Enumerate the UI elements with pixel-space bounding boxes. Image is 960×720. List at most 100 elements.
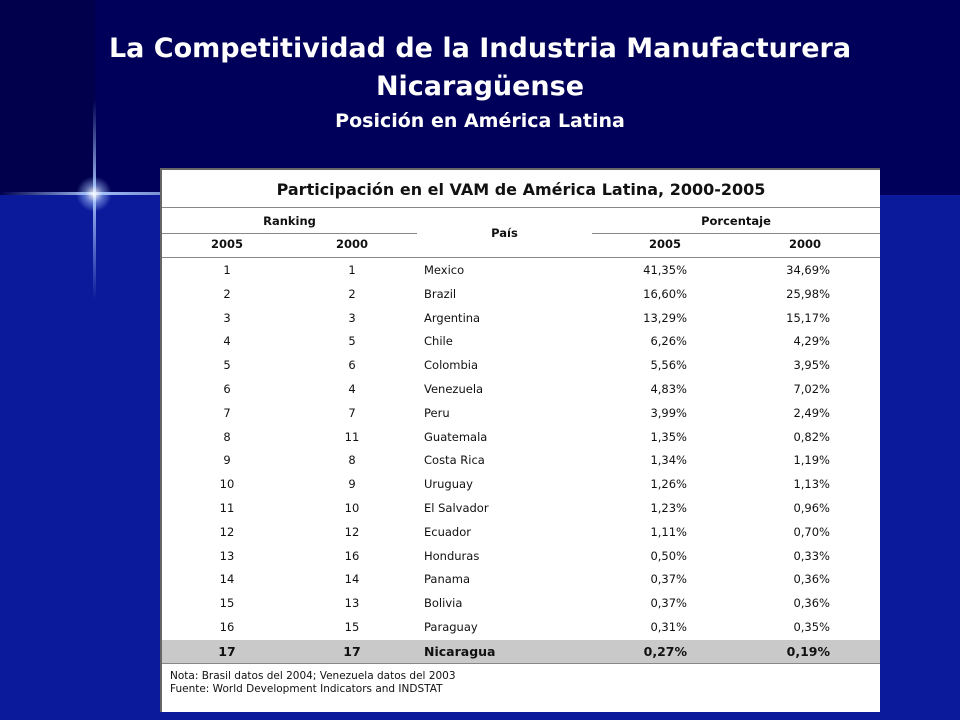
rank-2000-cell: 3 xyxy=(348,310,356,325)
pct-2005-cell: 1,35% xyxy=(650,429,687,444)
pct-2005-cell: 1,26% xyxy=(650,477,687,492)
rule-porcentaje xyxy=(592,233,880,234)
rank-2000-cell: 10 xyxy=(344,501,360,515)
country-cell: Brazil xyxy=(424,286,457,301)
pct-2005-cell: 1,23% xyxy=(650,501,687,515)
pct-2005-cell: 13,29% xyxy=(643,310,687,325)
rank-2005-cell: 9 xyxy=(223,453,231,468)
header-pais: País xyxy=(491,226,518,240)
pct-2000-cell: 0,36% xyxy=(793,572,830,587)
rank-2005-cell: 16 xyxy=(219,620,235,634)
pct-2000-cell: 15,17% xyxy=(786,310,830,325)
rank-2000-cell: 1 xyxy=(348,263,356,277)
rank-2005-cell: 7 xyxy=(223,405,231,420)
country-cell: El Salvador xyxy=(424,501,489,515)
rank-2005-cell: 2 xyxy=(223,286,231,301)
rank-2000-cell: 5 xyxy=(348,334,356,349)
header-ranking: Ranking xyxy=(263,214,316,228)
rank-2005-cell: 11 xyxy=(219,501,235,515)
pct-2005-cell: 4,83% xyxy=(650,382,687,396)
pct-2000-cell: 0,36% xyxy=(793,596,830,611)
rank-2000-cell: 11 xyxy=(344,429,360,444)
pct-2000-cell: 0,70% xyxy=(793,524,830,539)
pct-2005-cell: 41,35% xyxy=(643,263,687,277)
country-cell: Panama xyxy=(424,572,471,587)
pct-2000-cell: 1,13% xyxy=(793,477,830,492)
pct-2000-cell: 25,98% xyxy=(786,286,830,301)
pct-2000-cell: 0,33% xyxy=(793,548,830,563)
rank-2000-cell: 15 xyxy=(344,620,360,634)
rank-2000-cell: 14 xyxy=(344,572,360,587)
pct-2000-cell: 4,29% xyxy=(793,334,830,349)
table-row: 7 7 Peru 3,99% 2,49% xyxy=(162,402,880,426)
pct-2005-cell: 3,99% xyxy=(650,405,687,420)
pct-2000-cell: 7,02% xyxy=(793,382,830,396)
table-notes: Nota: Brasil datos del 2004; Venezuela d… xyxy=(170,670,456,696)
pct-2000-cell: 0,19% xyxy=(786,643,830,659)
rank-2000-cell: 6 xyxy=(348,358,356,373)
rule-top xyxy=(162,207,880,208)
rank-2005-cell: 6 xyxy=(223,382,231,396)
pct-2005-cell: 5,56% xyxy=(650,358,687,373)
country-cell: Ecuador xyxy=(424,524,471,539)
rank-2000-cell: 12 xyxy=(344,524,360,539)
table-note: Nota: Brasil datos del 2004; Venezuela d… xyxy=(170,670,456,682)
country-cell: Chile xyxy=(424,334,453,349)
table-row: 14 14 Panama 0,37% 0,36% xyxy=(162,568,880,592)
country-cell: Venezuela xyxy=(424,382,484,396)
table-row: 13 16 Honduras 0,50% 0,33% xyxy=(162,545,880,569)
header-porcentaje: Porcentaje xyxy=(701,214,771,228)
rank-2005-cell: 10 xyxy=(219,477,235,492)
table-row: 5 6 Colombia 5,56% 3,95% xyxy=(162,354,880,378)
table-row: 12 12 Ecuador 1,11% 0,70% xyxy=(162,521,880,545)
table-row: 9 8 Costa Rica 1,34% 1,19% xyxy=(162,449,880,473)
rank-2000-cell: 2 xyxy=(348,286,356,301)
pct-2005-cell: 6,26% xyxy=(650,334,687,349)
rank-2000-cell: 13 xyxy=(344,596,360,611)
rank-2005-cell: 3 xyxy=(223,310,231,325)
country-cell: Costa Rica xyxy=(424,453,485,468)
country-cell: Honduras xyxy=(424,548,480,563)
light-flare-glow xyxy=(76,176,112,212)
country-cell: Bolivia xyxy=(424,596,463,611)
country-cell: Colombia xyxy=(424,358,479,373)
rank-2000-cell: 17 xyxy=(343,643,361,659)
pct-2000-cell: 3,95% xyxy=(793,358,830,373)
table-row: 6 4 Venezuela 4,83% 7,02% xyxy=(162,378,880,402)
rank-2000-cell: 9 xyxy=(348,477,356,492)
table-row: 4 5 Chile 6,26% 4,29% xyxy=(162,330,880,354)
rank-2000-cell: 8 xyxy=(348,453,356,468)
table-row: 1 1 Mexico 41,35% 34,69% xyxy=(162,259,880,283)
country-cell: Guatemala xyxy=(424,429,488,444)
pct-2005-cell: 0,27% xyxy=(643,643,687,659)
rule-header-bottom xyxy=(162,257,880,258)
table-row: 10 9 Uruguay 1,26% 1,13% xyxy=(162,473,880,497)
rank-2005-cell: 17 xyxy=(218,643,236,659)
slide-heading: La Competitividad de la Industria Manufa… xyxy=(95,30,865,134)
pct-2000-cell: 0,35% xyxy=(793,620,830,634)
table-row: 16 15 Paraguay 0,31% 0,35% xyxy=(162,616,880,640)
country-cell: Argentina xyxy=(424,310,481,325)
table-title: Participación en el VAM de América Latin… xyxy=(276,180,766,199)
country-cell: Uruguay xyxy=(424,477,473,492)
pct-2000-cell: 34,69% xyxy=(786,263,830,277)
rank-2005-cell: 5 xyxy=(223,358,231,373)
rank-2005-cell: 1 xyxy=(223,263,231,277)
country-cell: Peru xyxy=(424,405,450,420)
pct-2000-cell: 0,82% xyxy=(793,429,830,444)
rule-ranking xyxy=(162,233,417,234)
header-pct-2000: 2000 xyxy=(788,237,821,251)
rule-bottom xyxy=(162,663,880,664)
rank-2005-cell: 8 xyxy=(223,429,231,444)
pct-2000-cell: 1,19% xyxy=(793,453,830,468)
header-rank-2005: 2005 xyxy=(210,237,243,251)
header-pct-2005: 2005 xyxy=(648,237,681,251)
table-source: Fuente: World Development Indicators and… xyxy=(170,683,443,695)
header-rank-2000: 2000 xyxy=(335,237,368,251)
table-row: 3 3 Argentina 13,29% 15,17% xyxy=(162,307,880,331)
country-cell: Mexico xyxy=(424,263,465,277)
pct-2005-cell: 0,37% xyxy=(650,596,687,611)
table-document: Participación en el VAM de América Latin… xyxy=(160,168,880,712)
rank-2005-cell: 12 xyxy=(219,524,235,539)
rank-2000-cell: 4 xyxy=(348,382,356,396)
